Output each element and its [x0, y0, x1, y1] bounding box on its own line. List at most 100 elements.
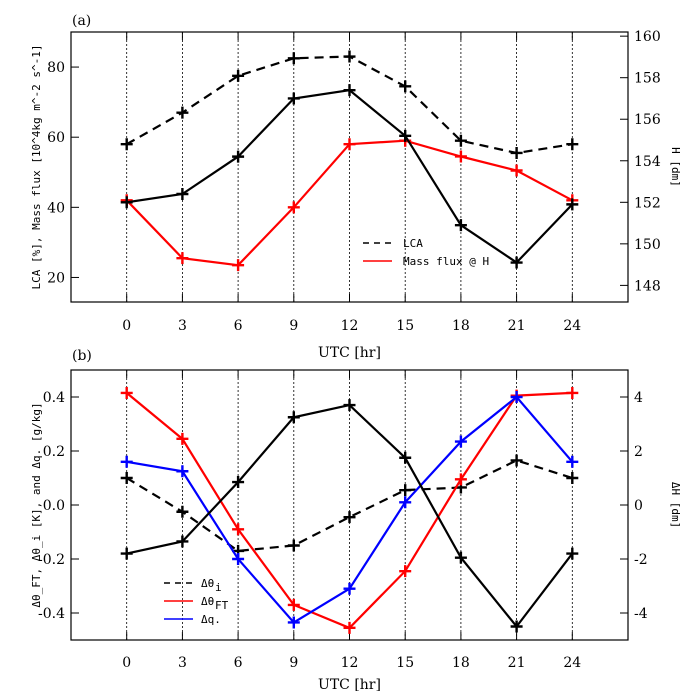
- data-point-marker: [287, 411, 300, 424]
- legend-label: Δθ: [201, 577, 214, 590]
- y-tick-label-right: 156: [634, 112, 661, 128]
- data-point-marker: [176, 106, 189, 119]
- x-tick-label: 6: [234, 655, 243, 671]
- data-point-marker: [120, 547, 133, 560]
- y-tick-label-left: 60: [47, 130, 65, 146]
- data-point-marker: [120, 196, 133, 209]
- y-tick-label-left: -0.4: [38, 606, 65, 622]
- data-point-marker: [454, 435, 467, 448]
- data-point-marker: [454, 473, 467, 486]
- data-point-marker: [510, 164, 523, 177]
- x-tick-label: 24: [563, 655, 581, 671]
- legend-label-subscript: FT: [215, 599, 229, 612]
- y-tick-label-right: -2: [634, 552, 648, 568]
- data-point-marker: [510, 620, 523, 633]
- x-tick-label: 3: [178, 655, 187, 671]
- data-point-marker: [287, 598, 300, 611]
- y-tick-label-left: 20: [47, 270, 65, 286]
- data-point-marker: [343, 84, 356, 97]
- y-tick-label-right: 148: [634, 278, 661, 294]
- x-tick-label: 15: [396, 318, 414, 334]
- data-point-marker: [120, 386, 133, 399]
- legend: LCA Mass flux @ H: [363, 237, 489, 268]
- y-tick-label-right: 150: [634, 237, 661, 253]
- y-tick-label-right: 2: [634, 444, 643, 460]
- data-point-marker: [343, 511, 356, 524]
- legend-label: LCA: [403, 237, 423, 250]
- y-tick-label-right: 0: [634, 498, 643, 514]
- data-point-marker: [399, 80, 412, 93]
- data-point-marker: [287, 201, 300, 214]
- y-axis-title-right: H [dm]: [669, 147, 682, 187]
- x-tick-label: 15: [396, 655, 414, 671]
- data-point-marker: [176, 252, 189, 265]
- x-tick-label: 9: [289, 318, 298, 334]
- data-point-marker: [566, 455, 579, 468]
- data-point-marker: [232, 150, 245, 163]
- data-point-marker: [399, 565, 412, 578]
- data-point-marker: [120, 138, 133, 151]
- panel-a: 0 3 6 9 12 15 18 21 24 20 40 60 80 148 150 152 154 156 158…: [30, 13, 682, 361]
- data-point-marker: [454, 551, 467, 564]
- data-point-marker: [454, 134, 467, 147]
- data-point-marker: [176, 505, 189, 518]
- x-axis-title: UTC [hr]: [318, 677, 381, 691]
- x-tick-label: 12: [341, 318, 359, 334]
- data-point-marker: [343, 138, 356, 151]
- x-axis-title: UTC [hr]: [318, 345, 381, 361]
- y-tick-label-right: 152: [634, 195, 661, 211]
- data-point-marker: [232, 476, 245, 489]
- panel-b: 0 3 6 9 12 15 18 21 24-0.4-0.20.00.20.4-4-2024(b…: [30, 348, 682, 691]
- x-tick-label: 21: [508, 655, 526, 671]
- data-point-marker: [510, 454, 523, 467]
- data-point-marker: [232, 523, 245, 536]
- data-point-marker: [566, 386, 579, 399]
- y-tick-label-left: -0.2: [38, 552, 65, 568]
- data-point-marker: [232, 259, 245, 272]
- data-point-marker: [287, 539, 300, 552]
- x-tick-label: 18: [452, 655, 470, 671]
- y-tick-label-left: 80: [47, 60, 65, 76]
- data-point-marker: [510, 391, 523, 403]
- data-point-marker: [343, 399, 356, 412]
- y-tick-label-right: 154: [634, 154, 661, 170]
- x-tick-label: 3: [178, 318, 187, 334]
- legend-label-subscript: i: [215, 581, 222, 594]
- data-point-marker: [399, 484, 412, 497]
- data-point-marker: [566, 198, 579, 211]
- data-point-marker: [566, 138, 579, 151]
- panel-label: (b): [72, 348, 92, 364]
- data-point-marker: [232, 69, 245, 82]
- data-point-marker: [176, 465, 189, 478]
- data-point-marker: [343, 50, 356, 63]
- data-point-marker: [566, 547, 579, 560]
- y-axis-title-left: LCA [%], Mass flux [10^4kg m^-2 s^-1]: [30, 44, 43, 289]
- legend-label: Δθ: [201, 595, 214, 608]
- data-point-marker: [287, 52, 300, 65]
- data-point-marker: [399, 451, 412, 464]
- data-point-marker: [287, 92, 300, 105]
- y-tick-label-left: 40: [47, 200, 65, 216]
- x-tick-label: 0: [122, 655, 131, 671]
- x-tick-label: 0: [122, 318, 131, 334]
- data-point-marker: [399, 129, 412, 142]
- data-point-marker: [232, 553, 245, 565]
- data-point-marker: [176, 432, 189, 445]
- x-tick-label: 18: [452, 318, 470, 334]
- y-tick-label-left: 0.2: [43, 444, 65, 460]
- data-point-marker: [566, 472, 579, 484]
- data-point-marker: [120, 472, 133, 484]
- panel-label: (a): [72, 13, 91, 29]
- x-tick-label: 21: [508, 318, 526, 334]
- y-axis-title-right: ΔH [dm]: [669, 482, 682, 528]
- data-point-marker: [510, 146, 523, 159]
- y-tick-label-right: 4: [634, 390, 643, 406]
- data-point-marker: [454, 150, 467, 163]
- data-point-marker: [343, 582, 356, 595]
- data-point-marker: [176, 535, 189, 548]
- data-point-marker: [399, 496, 412, 509]
- x-tick-label: 12: [341, 655, 359, 671]
- y-tick-label-left: 0.4: [43, 390, 65, 406]
